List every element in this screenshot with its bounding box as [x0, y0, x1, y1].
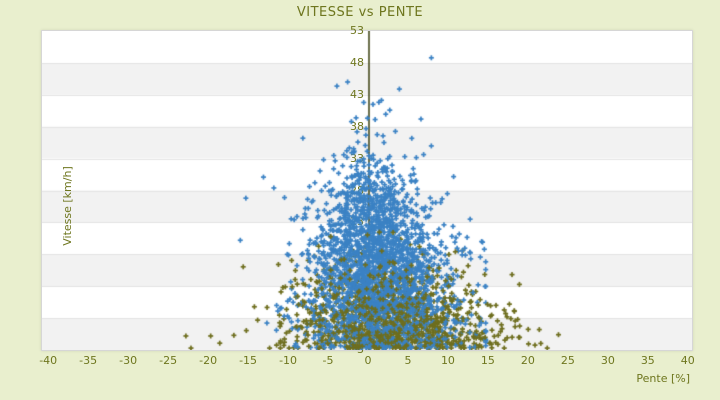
- plot-area: 38131823283338434853 Vitesse [km/h]: [41, 24, 693, 356]
- x-tick-label: 30: [600, 354, 615, 367]
- chart-title: VITESSE vs PENTE: [296, 5, 424, 20]
- x-tick-label: -15: [239, 354, 258, 367]
- x-tick-label: -5: [322, 354, 334, 367]
- scatter-points-canvas: [42, 31, 692, 350]
- x-tick-label: -35: [79, 354, 98, 367]
- x-tick-label: 40: [680, 354, 695, 367]
- x-tick-label: 25: [560, 354, 575, 367]
- x-axis-title: Pente [%]: [636, 372, 690, 385]
- x-tick-label: -10: [279, 354, 298, 367]
- x-tick-label: 15: [480, 354, 495, 367]
- x-tick-label: -20: [199, 354, 218, 367]
- x-tick-label: 10: [440, 354, 455, 367]
- x-tick-label: -40: [39, 354, 58, 367]
- x-tick-label: -30: [119, 354, 138, 367]
- x-tick-label: -25: [159, 354, 178, 367]
- x-tick-label: 0: [364, 354, 372, 367]
- x-tick-label: 20: [520, 354, 535, 367]
- x-tick-label: 5: [404, 354, 412, 367]
- x-tick-label: 35: [640, 354, 655, 367]
